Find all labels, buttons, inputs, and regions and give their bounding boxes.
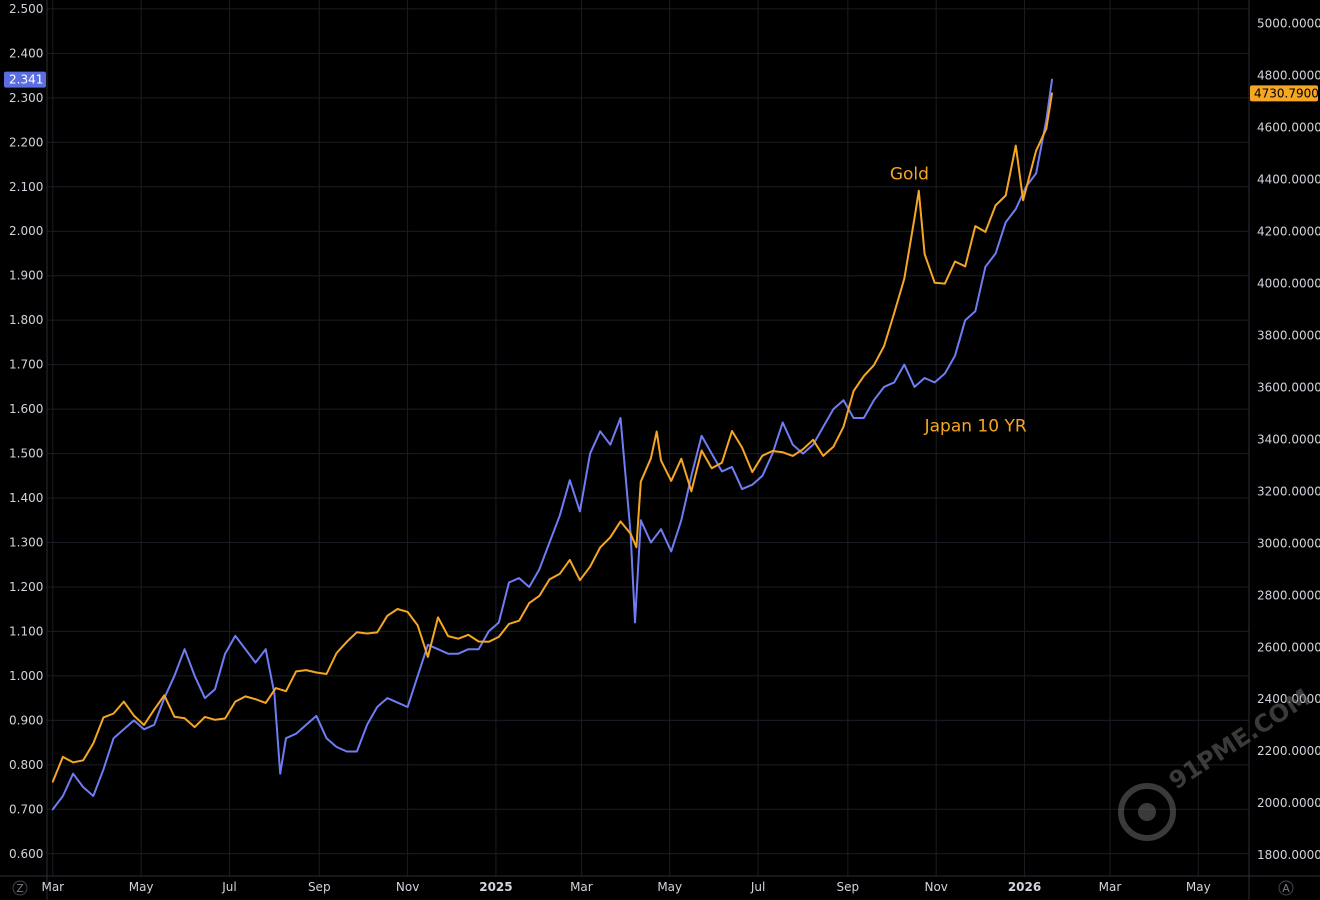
time-tick-label: Jul bbox=[221, 880, 236, 894]
time-tick-label: Nov bbox=[924, 880, 947, 894]
left-tick-label: 2.400 bbox=[9, 46, 43, 60]
auto-scale-button[interactable]: A bbox=[1278, 880, 1294, 896]
right-last-value-tag bbox=[1250, 85, 1318, 102]
left-price-axis: 2.500 2.400 2.300 2.200 2.100 2.000 1.900 1.800… bbox=[9, 2, 43, 861]
series-line bbox=[51, 78, 1053, 811]
right-tick-label: 2200.0000 bbox=[1257, 744, 1320, 758]
right-tick-label: 5000.0000 bbox=[1257, 16, 1320, 30]
time-tick-label: May bbox=[657, 880, 682, 894]
time-tick-label: 2025 bbox=[479, 880, 512, 894]
series-gold bbox=[51, 92, 1053, 783]
time-tick-label: Jul bbox=[750, 880, 765, 894]
right-tick-label: 2800.0000 bbox=[1257, 588, 1320, 602]
right-tick-label: 4000.0000 bbox=[1257, 276, 1320, 290]
time-tick-label: Mar bbox=[570, 880, 593, 894]
time-axis-left-button[interactable]: Z bbox=[12, 880, 28, 896]
time-tick-label: May bbox=[129, 880, 154, 894]
time-tick-label: Mar bbox=[1099, 880, 1122, 894]
time-tick-label: Sep bbox=[308, 880, 331, 894]
right-tick-label: 2400.0000 bbox=[1257, 692, 1320, 706]
series-japan-10yr bbox=[51, 78, 1053, 811]
last-value-tags: 2.341 4730.7900 bbox=[4, 71, 1319, 102]
left-tick-label: 0.800 bbox=[9, 758, 43, 772]
left-tick-label: 2.500 bbox=[9, 2, 43, 16]
left-tick-label: 1.800 bbox=[9, 313, 43, 327]
left-last-value-label: 2.341 bbox=[9, 73, 43, 87]
right-tick-label: 4800.0000 bbox=[1257, 68, 1320, 82]
left-tick-label: 2.300 bbox=[9, 91, 43, 105]
right-tick-label: 4600.0000 bbox=[1257, 120, 1320, 134]
watermark-ring bbox=[1118, 783, 1176, 841]
left-tick-label: 0.700 bbox=[9, 802, 43, 816]
watermark-dot bbox=[1138, 803, 1156, 821]
left-tick-label: 0.600 bbox=[9, 847, 43, 861]
left-tick-label: 1.500 bbox=[9, 447, 43, 461]
right-tick-label: 3800.0000 bbox=[1257, 328, 1320, 342]
left-tick-label: 1.700 bbox=[9, 358, 43, 372]
right-tick-label: 1800.0000 bbox=[1257, 848, 1320, 862]
right-tick-label: 3400.0000 bbox=[1257, 432, 1320, 446]
svg-text:Z: Z bbox=[16, 882, 24, 895]
time-tick-label: Sep bbox=[837, 880, 860, 894]
time-tick-label: 2026 bbox=[1008, 880, 1041, 894]
chart-annotation: Gold bbox=[890, 164, 929, 184]
time-tick-label: Mar bbox=[41, 880, 64, 894]
right-tick-label: 2600.0000 bbox=[1257, 640, 1320, 654]
left-tick-label: 1.200 bbox=[9, 580, 43, 594]
right-tick-label: 2000.0000 bbox=[1257, 796, 1320, 810]
left-tick-label: 2.000 bbox=[9, 224, 43, 238]
right-last-value-label: 4730.7900 bbox=[1254, 86, 1319, 100]
right-tick-label: 3600.0000 bbox=[1257, 380, 1320, 394]
left-tick-label: 1.000 bbox=[9, 669, 43, 683]
series-line bbox=[51, 92, 1053, 783]
left-tick-label: 2.100 bbox=[9, 180, 43, 194]
right-tick-label: 4200.0000 bbox=[1257, 224, 1320, 238]
time-tick-label: Nov bbox=[396, 880, 419, 894]
left-tick-label: 1.400 bbox=[9, 491, 43, 505]
left-tick-label: 1.900 bbox=[9, 269, 43, 283]
right-tick-label: 4400.0000 bbox=[1257, 172, 1320, 186]
time-tick-label: May bbox=[1186, 880, 1211, 894]
left-tick-label: 0.900 bbox=[9, 713, 43, 727]
left-tick-label: 2.200 bbox=[9, 135, 43, 149]
series-layer bbox=[51, 78, 1053, 811]
left-last-value-tag bbox=[4, 71, 46, 88]
annotation-layer: Gold Japan 10 YR bbox=[890, 164, 1027, 436]
chart-annotation: Japan 10 YR bbox=[924, 417, 1027, 437]
time-axis: Mar May Jul Sep Nov 2025 Mar May Jul Sep Nov 2026 Ma… bbox=[41, 880, 1210, 894]
left-tick-label: 1.100 bbox=[9, 624, 43, 638]
left-tick-label: 1.600 bbox=[9, 402, 43, 416]
left-tick-label: 1.300 bbox=[9, 535, 43, 549]
right-tick-label: 3000.0000 bbox=[1257, 536, 1320, 550]
right-tick-label: 3200.0000 bbox=[1257, 484, 1320, 498]
right-price-axis: 5000.0000 4800.0000 4600.0000 4400.0000 4200… bbox=[1257, 16, 1320, 862]
svg-text:A: A bbox=[1282, 882, 1290, 895]
